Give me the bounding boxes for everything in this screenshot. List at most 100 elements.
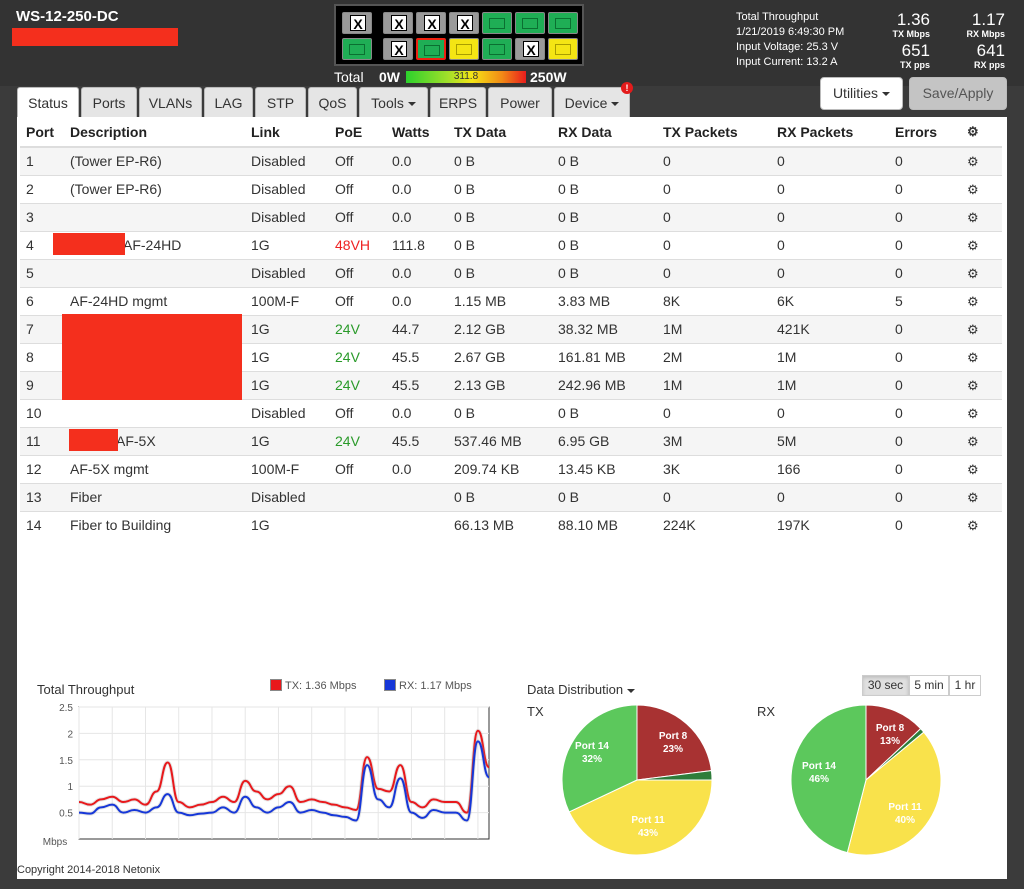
port-settings[interactable]: ⚙ — [967, 482, 1002, 511]
save-apply-button[interactable]: Save/Apply — [909, 77, 1007, 110]
range-30sec-button[interactable]: 30 sec — [862, 675, 909, 696]
port-icon-12[interactable]: X — [515, 38, 545, 60]
port-settings[interactable]: ⚙ — [967, 286, 1002, 315]
table-settings[interactable]: ⚙ — [967, 117, 1002, 148]
tab-status[interactable]: Status — [17, 87, 79, 118]
port-settings[interactable]: ⚙ — [967, 230, 1002, 259]
port-settings[interactable]: ⚙ — [967, 454, 1002, 483]
col-rx-packets[interactable]: RX Packets — [777, 117, 895, 148]
port-settings[interactable]: ⚙ — [967, 426, 1002, 455]
range-5min-button[interactable]: 5 min — [909, 675, 949, 696]
tab-stp[interactable]: STP — [255, 87, 306, 117]
rx-mbps-value: 1.17 — [971, 10, 1005, 29]
gear-icon[interactable]: ⚙ — [967, 293, 979, 309]
rx-mbps-stat: 1.17 RX Mbps — [950, 10, 1005, 40]
gear-icon[interactable]: ⚙ — [967, 237, 979, 253]
gear-icon[interactable]: ⚙ — [967, 124, 979, 139]
tab-vlans[interactable]: VLANs — [139, 87, 202, 117]
input-voltage: Input Voltage: 25.3 V — [736, 41, 839, 53]
port-icon-11[interactable] — [515, 12, 545, 34]
tab-power[interactable]: Power — [488, 87, 552, 117]
gear-icon[interactable]: ⚙ — [967, 181, 979, 197]
link-status: 1G — [251, 510, 335, 539]
gear-icon[interactable]: ⚙ — [967, 349, 979, 365]
port-icon-10[interactable] — [482, 38, 512, 60]
rx-legend[interactable]: RX: 1.17 Mbps — [384, 679, 472, 692]
rx-packets: 0 — [777, 230, 895, 259]
gear-icon[interactable]: ⚙ — [967, 405, 979, 421]
port-icon-3[interactable]: X — [383, 12, 413, 34]
port-icon-4[interactable]: X — [383, 38, 413, 60]
col-poe[interactable]: PoE — [335, 117, 392, 148]
gear-icon[interactable]: ⚙ — [967, 153, 979, 169]
col-errors[interactable]: Errors — [895, 117, 967, 148]
gear-icon[interactable]: ⚙ — [967, 433, 979, 449]
port-settings[interactable]: ⚙ — [967, 398, 1002, 427]
port-settings[interactable]: ⚙ — [967, 258, 1002, 287]
errors: 0 — [895, 202, 967, 231]
tx-pps-value: 651 — [901, 41, 930, 60]
table-row[interactable]: 14 Fiber to Building 1G 66.13 MB 88.10 MB 224… — [20, 510, 1002, 539]
gear-icon[interactable]: ⚙ — [967, 461, 979, 477]
port-settings[interactable]: ⚙ — [967, 314, 1002, 343]
gear-icon[interactable]: ⚙ — [967, 321, 979, 337]
tab-lag[interactable]: LAG — [204, 87, 253, 117]
tab-qos[interactable]: QoS — [308, 87, 357, 117]
col-rx-data[interactable]: RX Data — [558, 117, 663, 148]
tab-device[interactable]: Device! — [554, 82, 633, 117]
tab-ports[interactable]: Ports — [81, 87, 137, 117]
port-icon-2[interactable] — [342, 38, 372, 60]
col-tx-packets[interactable]: TX Packets — [663, 117, 777, 148]
pie-value-label: 40% — [895, 815, 915, 826]
port-settings[interactable]: ⚙ — [967, 370, 1002, 399]
gear-icon[interactable]: ⚙ — [967, 489, 979, 505]
col-description[interactable]: Description — [70, 117, 251, 148]
table-row[interactable]: 12 AF-5X mgmt 100M-F Off 0.0 209.74 KB 13.45 K… — [20, 454, 1002, 483]
port-icon-13[interactable] — [548, 12, 578, 34]
port-icon-5[interactable]: X — [416, 12, 446, 34]
port-icon-9[interactable] — [482, 12, 512, 34]
port-icon-14[interactable] — [548, 38, 578, 60]
utilities-button[interactable]: Utilities — [820, 77, 903, 110]
tx-legend[interactable]: TX: 1.36 Mbps — [270, 679, 357, 692]
col-watts[interactable]: Watts — [392, 117, 454, 148]
port-settings[interactable]: ⚙ — [967, 174, 1002, 203]
tab-erps[interactable]: ERPS — [430, 87, 486, 117]
gear-icon[interactable]: ⚙ — [967, 377, 979, 393]
port-icon-8[interactable] — [449, 38, 479, 60]
port-icon-1[interactable]: X — [342, 12, 372, 34]
col-tx-data[interactable]: TX Data — [454, 117, 558, 148]
gear-icon[interactable]: ⚙ — [967, 517, 979, 533]
table-row[interactable]: 6 AF-24HD mgmt 100M-F Off 0.0 1.15 MB 3.83 MB 8… — [20, 286, 1002, 315]
distribution-dropdown[interactable]: Data Distribution — [527, 682, 636, 697]
errors: 0 — [895, 510, 967, 539]
port-settings[interactable]: ⚙ — [967, 202, 1002, 231]
gear-icon[interactable]: ⚙ — [967, 265, 979, 281]
port-number: 9 — [20, 370, 70, 399]
port-settings[interactable]: ⚙ — [967, 342, 1002, 371]
port-number: 10 — [20, 398, 70, 427]
errors: 0 — [895, 314, 967, 343]
col-link[interactable]: Link — [251, 117, 335, 148]
tx-packets: 2M — [663, 342, 777, 371]
table-row[interactable]: 11 AF-5X 1G 24V 45.5 537.46 MB 6.95 GB 3M 5M 0 ⚙ — [20, 426, 1002, 455]
range-1hr-button[interactable]: 1 hr — [949, 675, 981, 696]
port-icon-7[interactable]: X — [449, 12, 479, 34]
tx-packets: 0 — [663, 146, 777, 175]
tab-tools[interactable]: Tools — [359, 87, 428, 117]
link-status: Disabled — [251, 482, 335, 511]
port-icon-6[interactable] — [416, 38, 446, 60]
tx-pps-stat: 651 TX pps — [880, 41, 930, 71]
port-settings[interactable]: ⚙ — [967, 510, 1002, 539]
gear-icon[interactable]: ⚙ — [967, 209, 979, 225]
link-status: 1G — [251, 370, 335, 399]
port-settings[interactable]: ⚙ — [967, 146, 1002, 175]
col-port[interactable]: Port — [20, 117, 70, 148]
